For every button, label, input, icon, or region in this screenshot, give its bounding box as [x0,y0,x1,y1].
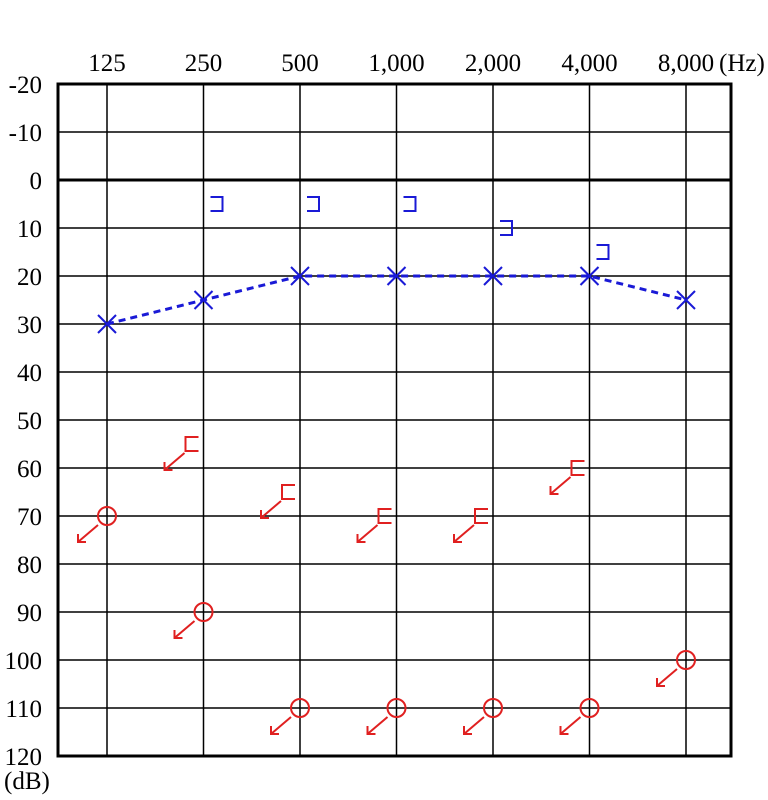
bracket-right-marker [210,196,224,212]
circle-marker [97,506,117,526]
bone-arrow [77,524,99,543]
arrow-shaft [366,716,389,735]
y-tick-label: 70 [17,504,42,531]
y-unit-label: (dB) [4,768,50,795]
x-marker-stroke [97,314,117,334]
bracket-arrow [453,524,475,543]
bracket-arrow [356,524,379,543]
x-marker [386,266,407,286]
bracket-right-marker [500,220,513,236]
circle-marker [676,650,696,670]
bone-arrow [656,668,678,687]
arrow-shaft [173,620,196,639]
y-tick-label: -20 [9,72,42,99]
plot-frame [56,82,733,758]
x-marker [97,314,117,334]
y-tick-label: 20 [17,264,42,291]
bracket-right-marker [307,196,320,212]
y-tick-label: 40 [17,360,42,387]
arrow-head [163,462,173,471]
y-tick-label: -10 [9,120,42,147]
arrow-head [549,486,559,495]
arrow-head [77,534,86,543]
circle-marker [193,602,214,622]
arrow-shaft [356,524,379,543]
x-marker [676,290,696,310]
y-tick-label: 110 [5,696,42,723]
x-marker-stroke [386,266,407,286]
arrow-shaft [559,716,582,735]
bone-arrow [559,716,582,735]
x-marker [483,266,503,286]
arrow-head [270,726,279,735]
x-tick-label: 125 [88,50,126,77]
bone-arrow [463,716,485,735]
bracket-left-marker [377,508,392,524]
arrow-head [260,510,269,519]
x-tick-label: 500 [281,50,319,77]
bracket-left-marker [281,484,295,500]
x-marker-stroke [579,266,600,286]
circle-marker [386,698,407,718]
circle-marker [579,698,600,718]
x-marker-stroke [676,290,696,310]
tick-labels: 125 250 500 1,000 2,000 4,000 8,000 (Hz) -20 -10 0… [4,50,765,795]
bracket-right-marker [403,196,417,212]
circle-marker [290,698,310,718]
arrow-shaft [549,476,572,495]
arrow-head [463,726,472,735]
x-marker-stroke [193,290,214,310]
arrow-shaft [260,500,282,519]
arrow-head [173,630,183,639]
x-tick-label: 2,000 [465,50,521,77]
bracket-arrow [549,476,572,495]
bracket-arrow [260,500,282,519]
arrow-shaft [77,524,99,543]
arrow-shaft [656,668,678,687]
y-tick-label: 100 [5,648,43,675]
bracket-left-marker [184,436,199,452]
arrow-head [453,534,462,543]
y-tick-label: 10 [17,216,42,243]
arrow-head [356,534,366,543]
arrow-shaft [463,716,485,735]
series-marks [77,196,696,735]
arrow-shaft [453,524,475,543]
y-tick-label: 0 [30,168,43,195]
y-tick-label: 60 [17,456,42,483]
x-unit-label: (Hz) [719,50,765,77]
bone-arrow [366,716,389,735]
x-marker-stroke [290,266,310,286]
x-tick-label: 250 [185,50,223,77]
y-tick-label: 50 [17,408,42,435]
y-tick-label: 120 [5,744,43,771]
bracket-right-marker [596,244,610,260]
bone-arrow [173,620,196,639]
circle-marker [483,698,503,718]
arrow-shaft [270,716,292,735]
arrow-head [366,726,376,735]
bracket-arrow [163,452,186,471]
x-tick-label: 8,000 [658,50,714,77]
x-tick-label: 4,000 [561,50,617,77]
x-marker [290,266,310,286]
x-marker [579,266,600,286]
x-tick-label: 1,000 [368,50,424,77]
arrow-shaft [163,452,186,471]
bone-arrow [270,716,292,735]
y-tick-label: 90 [17,600,42,627]
x-marker-stroke [483,266,503,286]
y-tick-label: 30 [17,312,42,339]
bracket-left-marker [570,460,585,476]
arrow-head [656,678,665,687]
arrow-head [559,726,569,735]
bracket-left-marker [474,508,488,524]
grid [56,82,733,758]
x-marker [193,290,214,310]
y-tick-label: 80 [17,552,42,579]
